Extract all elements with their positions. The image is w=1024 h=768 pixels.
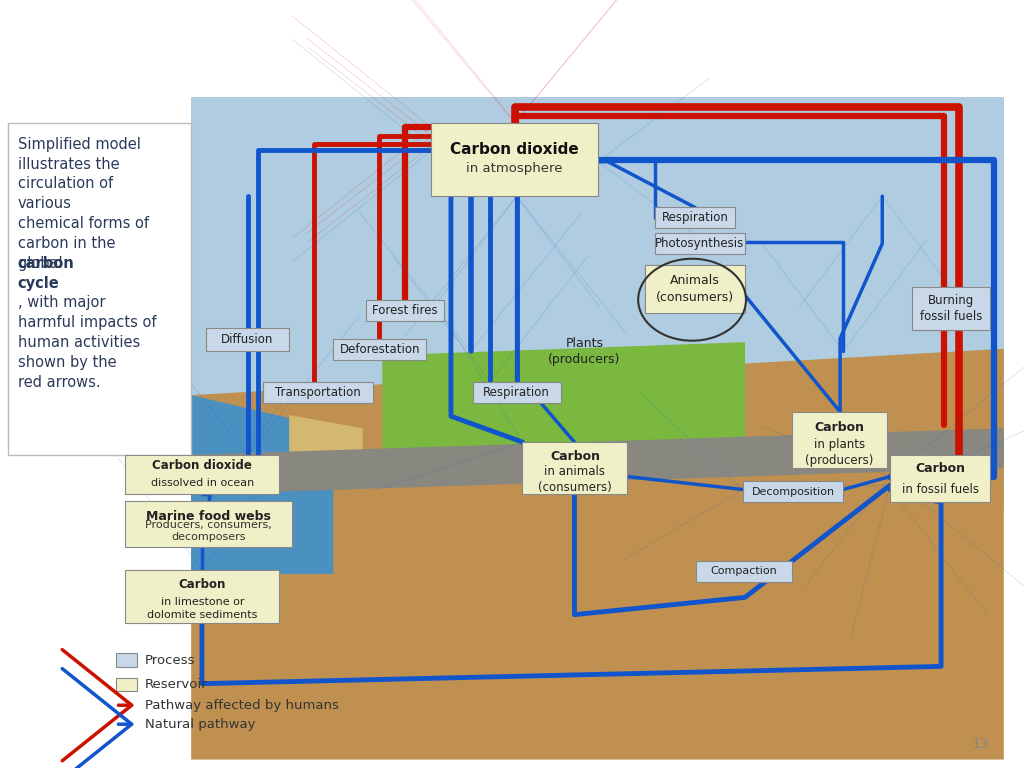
- Bar: [126, 501, 292, 548]
- Text: illustrates the: illustrates the: [17, 157, 119, 171]
- Bar: [191, 97, 1004, 508]
- Text: Compaction: Compaction: [711, 567, 777, 577]
- Text: Plants
(producers): Plants (producers): [548, 336, 621, 366]
- Bar: [654, 207, 735, 228]
- Bar: [911, 286, 990, 330]
- Text: Animals
(consumers): Animals (consumers): [656, 274, 734, 303]
- Bar: [333, 339, 426, 360]
- Text: Respiration: Respiration: [483, 386, 550, 399]
- Text: Process: Process: [145, 654, 196, 667]
- Text: Marine food webs: Marine food webs: [146, 510, 271, 523]
- Bar: [793, 412, 887, 468]
- Text: global: global: [17, 256, 67, 271]
- Bar: [126, 455, 280, 494]
- Bar: [645, 265, 745, 313]
- Bar: [0, 97, 191, 760]
- Text: red arrows.: red arrows.: [17, 375, 100, 390]
- Text: Carbon: Carbon: [550, 450, 600, 463]
- Text: Transportation: Transportation: [274, 386, 360, 399]
- Bar: [366, 300, 444, 321]
- Bar: [8, 123, 191, 455]
- Text: Carbon: Carbon: [179, 578, 226, 591]
- Bar: [263, 382, 373, 403]
- Text: Forest fires: Forest fires: [372, 304, 437, 317]
- Polygon shape: [191, 396, 333, 574]
- Text: in atmosphere: in atmosphere: [466, 161, 563, 174]
- Text: cycle: cycle: [17, 276, 59, 290]
- Bar: [696, 561, 793, 582]
- Bar: [116, 677, 137, 691]
- Text: in limestone or
dolomite sediments: in limestone or dolomite sediments: [147, 597, 258, 620]
- Text: , with major: , with major: [17, 296, 105, 310]
- Polygon shape: [191, 429, 1004, 495]
- Text: circulation of: circulation of: [17, 177, 113, 191]
- Text: Carbon: Carbon: [915, 462, 965, 475]
- Text: Deforestation: Deforestation: [340, 343, 420, 356]
- Polygon shape: [289, 415, 362, 482]
- Text: chemical forms of: chemical forms of: [17, 216, 148, 231]
- Bar: [522, 442, 628, 494]
- Text: Pathway affected by humans: Pathway affected by humans: [145, 699, 339, 712]
- Text: Decomposition: Decomposition: [752, 487, 835, 497]
- Bar: [890, 455, 990, 502]
- Text: Producers, consumers,
decomposers: Producers, consumers, decomposers: [145, 520, 272, 542]
- Bar: [206, 328, 289, 352]
- Text: Carbon dioxide: Carbon dioxide: [153, 459, 252, 472]
- Text: various: various: [17, 196, 72, 211]
- Bar: [472, 382, 561, 403]
- Polygon shape: [191, 349, 1004, 760]
- Text: Carbon: Carbon: [815, 421, 864, 434]
- Text: Simplified model: Simplified model: [17, 137, 140, 151]
- Bar: [431, 123, 598, 196]
- Text: harmful impacts of: harmful impacts of: [17, 315, 156, 330]
- Bar: [126, 570, 280, 624]
- Text: Diffusion: Diffusion: [221, 333, 273, 346]
- Text: 13: 13: [972, 737, 989, 751]
- Text: carbon: carbon: [17, 256, 75, 271]
- Text: in fossil fuels: in fossil fuels: [901, 482, 979, 495]
- Text: dissolved in ocean: dissolved in ocean: [151, 478, 254, 488]
- Text: in plants
(producers): in plants (producers): [806, 438, 873, 467]
- Bar: [743, 481, 843, 502]
- Polygon shape: [382, 342, 745, 462]
- Text: Reservoir: Reservoir: [145, 678, 208, 691]
- Text: Carbon dioxide: Carbon dioxide: [451, 141, 579, 157]
- Text: shown by the: shown by the: [17, 355, 117, 370]
- Text: in animals
(consumers): in animals (consumers): [538, 465, 611, 494]
- Text: Natural pathway: Natural pathway: [145, 718, 256, 730]
- Text: human activities: human activities: [17, 335, 140, 350]
- Text: carbon in the: carbon in the: [17, 236, 115, 251]
- Text: Photosynthesis: Photosynthesis: [655, 237, 744, 250]
- Text: Burning
fossil fuels: Burning fossil fuels: [920, 293, 982, 323]
- Bar: [654, 233, 745, 254]
- Text: Respiration: Respiration: [662, 211, 728, 224]
- Bar: [116, 654, 137, 667]
